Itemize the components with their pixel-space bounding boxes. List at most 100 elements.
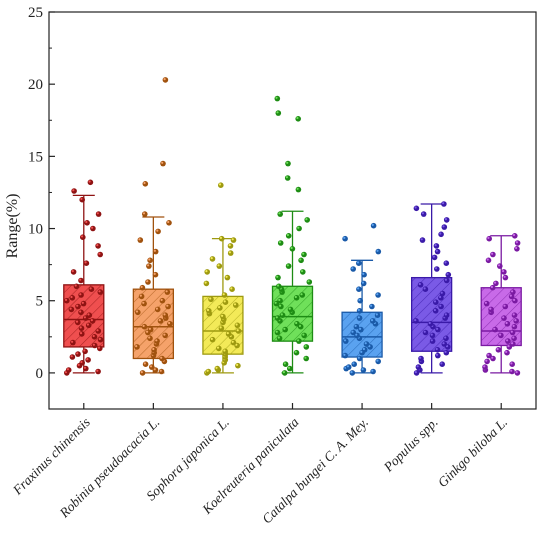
data-point-highlight [433,308,436,312]
data-point-highlight [483,365,486,368]
data-point [501,269,507,275]
data-point [95,211,102,217]
data-point-highlight [515,241,518,244]
data-point [233,302,239,308]
data-point [415,364,422,370]
data-point [509,368,515,375]
data-point-highlight [275,96,278,99]
data-point [510,341,516,347]
data-point [73,283,80,290]
data-point-highlight [86,358,89,361]
data-point-highlight [423,330,426,333]
data-point [293,295,300,301]
data-point-highlight [350,371,353,374]
data-point-highlight [153,272,156,275]
data-point [151,347,157,353]
data-point [234,322,241,329]
data-point-highlight [358,298,361,301]
data-point [306,279,313,285]
data-point-highlight [161,161,164,164]
data-point [95,328,102,334]
box-group [341,222,383,376]
data-point [345,364,352,370]
data-point-highlight [435,347,438,351]
data-point [294,321,300,327]
data-point [75,351,81,357]
data-point [277,240,284,246]
data-point [275,274,281,281]
data-point-highlight [296,116,299,120]
data-point-highlight [507,345,510,348]
data-point [97,345,103,352]
data-point [357,297,364,304]
data-point-highlight [96,212,99,215]
data-point [298,257,304,264]
data-point-highlight [343,339,347,342]
data-point-highlight [364,342,367,345]
data-point [361,347,368,353]
data-point [95,368,101,375]
data-point-highlight [75,320,79,323]
data-point [279,312,286,319]
data-point [274,329,281,336]
data-point [235,328,242,334]
y-axis-title: Range(%) [4,194,21,259]
data-point-highlight [79,310,82,313]
data-point-highlight [163,78,166,81]
data-point-highlight [76,304,79,307]
data-point-highlight [376,249,379,252]
data-point [222,348,228,355]
data-point [284,175,291,181]
box-group [132,77,175,376]
category-label: Ginkgo biloba L. [435,415,511,491]
data-point [216,345,222,352]
data-point-highlight [69,307,72,310]
data-point-highlight [514,319,517,322]
data-point-highlight [153,249,156,252]
data-point-highlight [147,264,150,267]
data-point [208,296,214,303]
data-point [69,295,76,301]
data-point [497,263,503,269]
data-point [69,354,76,360]
data-point [502,274,509,281]
data-point [138,293,145,300]
data-point-highlight [298,324,301,327]
data-point-highlight [140,285,143,288]
data-point [276,335,283,342]
data-point [282,361,289,368]
data-point-highlight [209,297,212,300]
data-point-highlight [218,183,222,186]
data-point [301,251,307,258]
data-point-highlight [206,308,210,312]
data-point-highlight [362,272,365,275]
data-point [299,292,306,298]
data-point-highlight [439,232,442,235]
data-point-highlight [223,349,226,352]
data-point-highlight [219,236,222,239]
data-point [227,250,234,256]
data-point-highlight [278,298,281,301]
data-point-highlight [371,223,374,226]
data-point [360,367,367,373]
data-point [147,326,154,333]
data-point [498,332,504,339]
data-point [296,338,302,344]
data-point [441,201,447,207]
data-point-highlight [286,264,289,267]
data-point-highlight [274,301,277,304]
data-point [375,248,382,255]
data-point [220,313,226,320]
data-point [433,299,439,306]
data-point-highlight [140,371,143,374]
data-point-highlight [423,287,426,290]
data-point [218,325,225,332]
data-point-highlight [228,251,231,254]
data-point-highlight [494,281,497,284]
data-point-highlight [79,332,83,335]
data-point [155,228,161,235]
data-point-highlight [510,362,513,365]
data-point [375,358,382,365]
data-point-highlight [290,246,293,250]
data-point [511,335,517,342]
